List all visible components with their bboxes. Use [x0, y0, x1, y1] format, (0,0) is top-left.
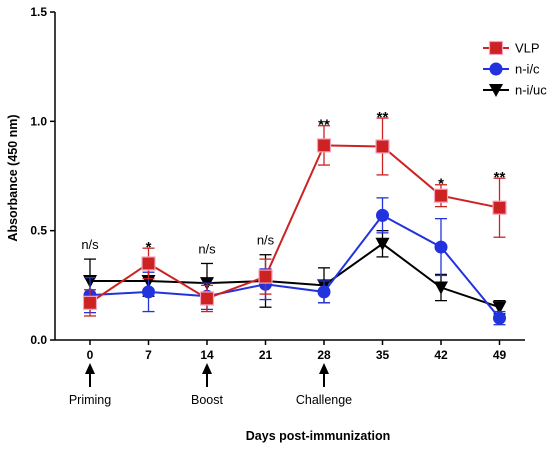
chart-series [82, 117, 507, 326]
significance-label: * [146, 239, 152, 256]
data-point [199, 291, 215, 306]
data-point [141, 256, 156, 271]
x-tick-label: 7 [145, 348, 152, 362]
data-point [258, 269, 273, 284]
data-point [492, 200, 507, 215]
data-point [317, 285, 331, 299]
data-point [375, 139, 390, 154]
event-arrow-head [202, 363, 212, 374]
x-axis-title: Days post-immunization [246, 429, 390, 443]
data-point [492, 301, 507, 315]
y-tick-label: 0.0 [30, 333, 47, 347]
y-tick-label: 1.0 [30, 114, 47, 128]
data-point [493, 311, 506, 325]
chart-ticks: 0.0 0.5 1.0 1.5 0 7 14 21 28 35 42 49 [30, 5, 506, 362]
legend-label: n-i/c [515, 62, 540, 77]
legend-label: n-i/uc [515, 83, 547, 98]
x-tick-label: 21 [259, 348, 273, 362]
significance-label: n/s [198, 241, 216, 256]
significance-label: n/s [81, 237, 99, 252]
significance-label: n/s [257, 233, 275, 248]
event-label: Challenge [296, 393, 352, 407]
significance-labels: n/s * n/sn/s** *** ** [81, 109, 505, 256]
legend-marker [488, 40, 504, 56]
significance-label: ** [318, 117, 330, 134]
x-tick-label: 0 [87, 348, 94, 362]
significance-label: * [438, 176, 444, 193]
immunization-events: Priming Boost Challenge [69, 363, 352, 407]
y-axis-title: Absorbance (450 nm) [6, 114, 20, 241]
legend-marker [489, 62, 503, 76]
data-point [82, 295, 98, 310]
y-tick-label: 1.5 [30, 5, 47, 19]
series-vlp [82, 117, 507, 317]
series-line [90, 242, 500, 309]
event-label: Priming [69, 393, 111, 407]
series-line [89, 214, 501, 319]
x-tick-label: 49 [493, 348, 507, 362]
x-tick-label: 42 [434, 348, 448, 362]
event-label: Boost [191, 393, 223, 407]
chart-legend: VLP n-i/c n-i/uc [483, 41, 547, 98]
event-arrow-head [319, 363, 329, 374]
legend-marker [489, 84, 503, 97]
significance-label: ** [494, 169, 506, 186]
y-tick-label: 0.5 [30, 224, 47, 238]
series-line [89, 144, 500, 304]
data-point [316, 138, 332, 153]
x-tick-label: 14 [200, 348, 214, 362]
x-tick-label: 35 [376, 348, 390, 362]
data-point [142, 285, 155, 299]
data-point [433, 188, 449, 203]
event-arrow-head [85, 363, 95, 374]
data-point [434, 281, 448, 295]
data-point [376, 208, 389, 222]
legend-label: VLP [515, 41, 540, 56]
chart-axes [54, 12, 525, 341]
data-point [375, 237, 390, 251]
data-point [434, 240, 448, 254]
x-tick-label: 28 [317, 348, 331, 362]
significance-label: ** [377, 109, 389, 126]
